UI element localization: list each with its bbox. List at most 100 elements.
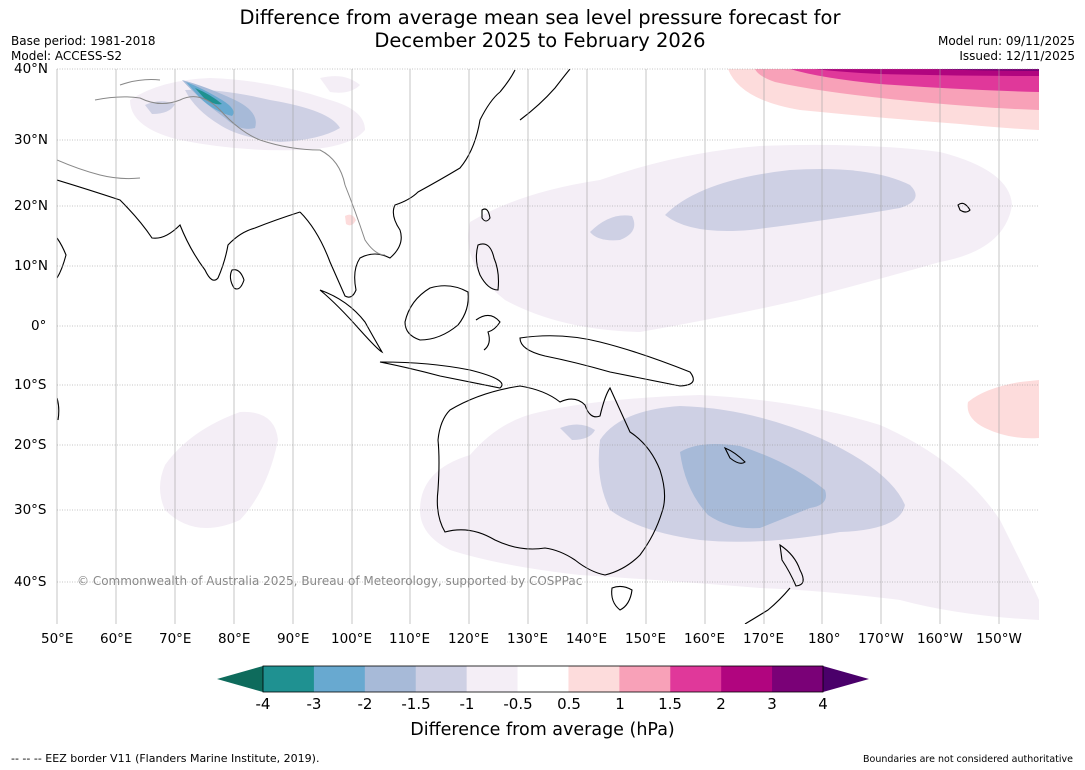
coast-taiwan — [481, 208, 491, 222]
west-pacific-anomaly--1 — [665, 169, 916, 231]
lon-label-90e: 90°E — [277, 631, 310, 647]
gridlines — [57, 68, 1039, 583]
north-pacific-anomaly-3 — [930, 69, 1039, 71]
chart-title: Difference from average mean sea level p… — [170, 6, 910, 52]
lat-label-40n: 40°N — [14, 61, 49, 77]
colorbar-bin — [670, 666, 722, 692]
lon-label-160w: 160°W — [917, 631, 963, 647]
lat-label-20n: 20°N — [14, 198, 49, 214]
coast-java — [379, 361, 503, 389]
meridians — [56, 69, 1000, 624]
colorbar-tick: 1.5 — [658, 695, 682, 713]
coast-arabia — [57, 237, 67, 279]
lon-label-160e: 160°E — [684, 631, 726, 647]
colorbar-tick: -1 — [459, 695, 475, 713]
coast-tasmania — [611, 585, 633, 611]
eez-legend: -- -- -- EEZ border V11 (Flanders Marine… — [11, 752, 320, 765]
colorbar-tick: -0.5 — [503, 695, 533, 713]
boundary-disclaimer: Boundaries are not considered authoritat… — [863, 754, 1073, 765]
lon-label-150w: 150°W — [976, 631, 1022, 647]
model-name: Model: ACCESS-S2 — [11, 49, 123, 63]
lon-label-50e: 50°E — [41, 631, 74, 647]
colorbar-bin — [313, 666, 366, 692]
lon-label-120e: 120°E — [448, 631, 490, 647]
colorbar-bin — [263, 666, 315, 692]
asia-anomaly--0.5-b — [320, 76, 360, 93]
indian-ocean-anomaly--0.5 — [160, 411, 278, 528]
title-line-2: December 2025 to February 2026 — [374, 29, 706, 52]
coast-china-north — [499, 69, 516, 93]
colorbar-under-triangle — [217, 666, 263, 692]
colorbar-bin — [364, 666, 417, 692]
lon-label-80e: 80°E — [218, 631, 251, 647]
lon-label-150e: 150°E — [625, 631, 667, 647]
border-1 — [94, 96, 346, 186]
colorbar-tick: 1 — [615, 695, 625, 713]
model-run: Model run: 09/11/2025 — [937, 34, 1075, 48]
lat-label-30s: 30°S — [14, 502, 47, 518]
coast-sulawesi — [475, 314, 501, 351]
colorbar — [217, 665, 869, 693]
coast-borneo — [404, 285, 469, 341]
meta-left: Base period: 1981-2018 Model: ACCESS-S2 — [11, 34, 156, 64]
lat-label-20s: 20°S — [14, 437, 47, 453]
colorbar-bins — [263, 666, 824, 692]
border-4 — [119, 79, 161, 86]
west-pacific-anomaly-small — [590, 215, 635, 241]
coast-srilanka — [229, 269, 245, 290]
colorbar-tick: -4 — [255, 695, 271, 713]
border-3 — [344, 184, 386, 256]
coast-india — [57, 179, 301, 281]
coast-australia — [436, 385, 666, 576]
colorbar-bin — [619, 666, 671, 692]
issued-date: Issued: 12/11/2025 — [959, 49, 1075, 63]
coast-indochina — [299, 91, 501, 298]
coast-sumatra — [319, 289, 384, 354]
indochina-anomaly-0.5 — [345, 214, 356, 226]
colorbar-bin — [721, 666, 773, 692]
lat-label-10n: 10°N — [14, 258, 49, 274]
north-pacific-anomaly-2 — [815, 69, 1039, 76]
colorbar-tick: -3 — [306, 695, 322, 713]
copyright-notice: © Commonwealth of Australia 2025, Bureau… — [77, 574, 583, 588]
colorbar-over-triangle — [823, 666, 869, 692]
lon-label-170e: 170°E — [743, 631, 785, 647]
lat-label-40s: 40°S — [14, 574, 47, 590]
lon-label-130e: 130°E — [507, 631, 549, 647]
lat-label-30n: 30°N — [14, 132, 49, 148]
lat-label-10s: 10°S — [14, 377, 47, 393]
title-line-1: Difference from average mean sea level p… — [239, 6, 841, 29]
colorbar-bin — [466, 666, 519, 692]
colorbar-tick: -2 — [357, 695, 373, 713]
lon-label-100e: 100°E — [331, 631, 373, 647]
colorbar-tick: 4 — [818, 695, 828, 713]
colorbar-bin — [415, 666, 468, 692]
colorbar-tick: 0.5 — [557, 695, 581, 713]
coast-new-guinea — [519, 335, 694, 387]
colorbar-bin — [772, 666, 824, 692]
south-pacific-anomaly--1-b — [560, 424, 595, 440]
coast-hawaii — [957, 202, 971, 213]
lat-label-equator: 0° — [31, 318, 47, 334]
south-pacific-anomaly--1.5 — [680, 444, 826, 529]
base-period: Base period: 1981-2018 — [11, 34, 156, 48]
lon-label-60e: 60°E — [100, 631, 133, 647]
country-borders — [57, 79, 386, 256]
colorbar-tick: 2 — [716, 695, 726, 713]
coast-japan — [519, 69, 571, 121]
lon-label-110e: 110°E — [389, 631, 431, 647]
asia-anomaly--3 — [195, 88, 222, 105]
colorbar-tick: 3 — [767, 695, 777, 713]
colorbar-bin — [568, 666, 620, 692]
lon-label-170w: 170°W — [858, 631, 904, 647]
pressure-anomaly-shading — [130, 69, 1039, 620]
asia-anomaly--1-b — [145, 101, 175, 114]
meta-right: Model run: 09/11/2025 Issued: 12/11/2025 — [938, 34, 1075, 64]
colorbar-bin — [517, 666, 569, 692]
colorbar-frame — [262, 665, 824, 693]
coastlines — [57, 69, 971, 624]
coast-new-zealand-south — [744, 587, 791, 624]
coast-new-caledonia — [723, 446, 746, 464]
colorbar-tick: -1.5 — [401, 695, 431, 713]
colorbar-label: Difference from average (hPa) — [410, 720, 675, 740]
